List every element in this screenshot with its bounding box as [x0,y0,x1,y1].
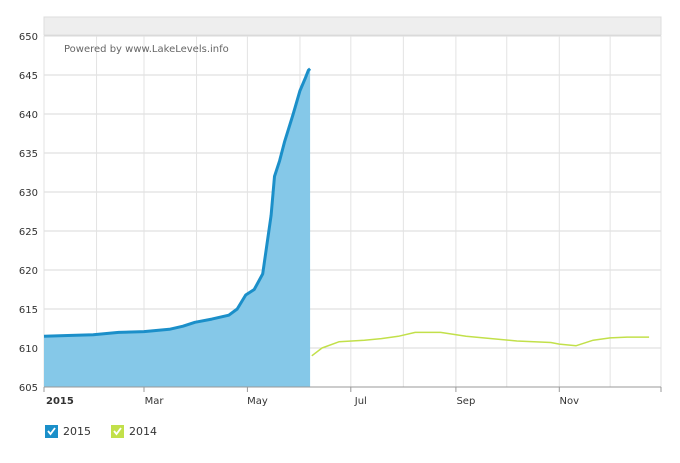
grid-layer [43,35,662,388]
checkbox-checked-icon[interactable] [45,425,58,438]
series-layer [43,67,650,388]
range-selector-bar[interactable] [43,16,662,36]
series-2015-line[interactable] [43,67,312,338]
legend-item-2014[interactable]: 2014 [111,425,157,438]
legend-label-2014: 2014 [129,425,157,438]
x-tick-label: Nov [560,396,580,407]
y-tick-label: 640 [19,110,38,121]
y-tick-label: 650 [19,32,38,43]
checkbox-checked-icon[interactable] [111,425,124,438]
x-tick-label: May [247,396,268,407]
x-tick-label: Mar [145,396,165,407]
y-tick-label: 605 [19,383,38,394]
series-2014-line[interactable] [311,331,650,357]
legend: 2015 2014 [45,425,157,438]
legend-item-2015[interactable]: 2015 [45,425,91,438]
y-tick-label: 625 [19,227,38,238]
legend-label-2015: 2015 [63,425,91,438]
y-tick-label: 615 [19,305,38,316]
credit-text[interactable]: Powered by www.LakeLevels.info [64,44,229,55]
x-tick-label: Jul [354,396,367,407]
plot-area [44,36,661,387]
y-tick-label: 610 [19,344,38,355]
x-tick-label: Sep [456,396,475,407]
y-tick-label: 620 [19,266,38,277]
y-tick-label: 630 [19,188,38,199]
y-tick-label: 635 [19,149,38,160]
y-tick-label: 645 [19,71,38,82]
axis-layer: 605 610 615 620 625 630 635 640 645 650 2015 Mar May… [19,32,662,407]
series-2015-area[interactable] [44,68,311,388]
x-tick-label: 2015 [46,396,74,407]
